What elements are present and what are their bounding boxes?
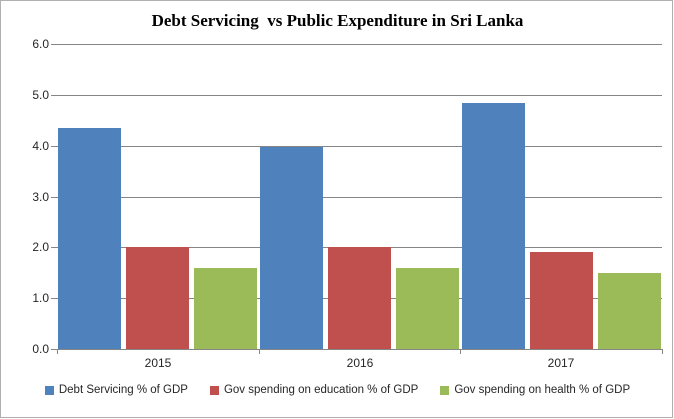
y-axis-tick-mark (51, 146, 57, 147)
legend-item-2[interactable]: Gov spending on health % of GDP (440, 384, 630, 396)
y-axis-tick-label: 0.0 (32, 342, 49, 356)
y-axis-tick-label: 5.0 (32, 88, 49, 102)
legend-color-swatch-icon (209, 385, 219, 395)
x-axis-label-2015: 2015 (144, 356, 172, 370)
gridline (57, 44, 662, 45)
gridline (57, 146, 662, 147)
legend-label: Debt Servicing % of GDP (58, 384, 188, 396)
bar-2016-series-0[interactable] (260, 147, 323, 349)
x-axis-category-separator (57, 349, 58, 354)
x-axis-category-separator (662, 349, 663, 354)
legend-item-0[interactable]: Debt Servicing % of GDP (44, 384, 188, 396)
plot-area (57, 44, 663, 354)
legend-label: Gov spending on education % of GDP (223, 384, 419, 396)
y-axis-tick-mark (51, 247, 57, 248)
y-axis-tick-label: 3.0 (32, 190, 49, 204)
gridline (57, 95, 662, 96)
y-axis-labels: 0.0 1.0 2.0 3.0 4.0 5.0 6.0 (9, 38, 49, 355)
y-axis-tick-label: 2.0 (32, 240, 49, 254)
bar-2017-series-0[interactable] (462, 103, 525, 349)
chart-legend: Debt Servicing % of GDP Gov spending on e… (1, 384, 674, 396)
y-axis-tick-mark (51, 95, 57, 96)
x-axis-category-separator (460, 349, 461, 354)
y-axis-tick-mark (51, 44, 57, 45)
gridline (57, 197, 662, 198)
bar-2016-series-2[interactable] (396, 268, 459, 349)
y-axis-tick-label: 4.0 (32, 139, 49, 153)
y-axis-tick-label: 6.0 (32, 37, 49, 51)
x-axis-category-separator (259, 349, 260, 354)
bar-2015-series-0[interactable] (58, 128, 121, 349)
y-axis-tick-mark (51, 298, 57, 299)
bar-2017-series-2[interactable] (598, 273, 661, 349)
chart-title: Debt Servicing vs Public Expenditure in … (151, 11, 524, 30)
legend-color-swatch-icon (44, 385, 54, 395)
y-axis-tick-label: 1.0 (32, 291, 49, 305)
bar-2015-series-1[interactable] (126, 247, 189, 349)
gridline (57, 349, 662, 350)
x-axis-label-2017: 2017 (547, 356, 575, 370)
x-axis-labels: 2015 2016 2017 (57, 356, 662, 374)
bar-2016-series-1[interactable] (328, 247, 391, 349)
y-axis-tick-marks (51, 44, 57, 350)
x-axis-label-2016: 2016 (346, 356, 374, 370)
legend-label: Gov spending on health % of GDP (454, 384, 631, 396)
y-axis-tick-mark (51, 197, 57, 198)
legend-color-swatch-icon (440, 385, 450, 395)
y-axis-tick-mark (51, 349, 57, 350)
bar-2015-series-2[interactable] (194, 268, 257, 349)
legend-item-1[interactable]: Gov spending on education % of GDP (209, 384, 419, 396)
bar-2017-series-1[interactable] (530, 252, 593, 349)
